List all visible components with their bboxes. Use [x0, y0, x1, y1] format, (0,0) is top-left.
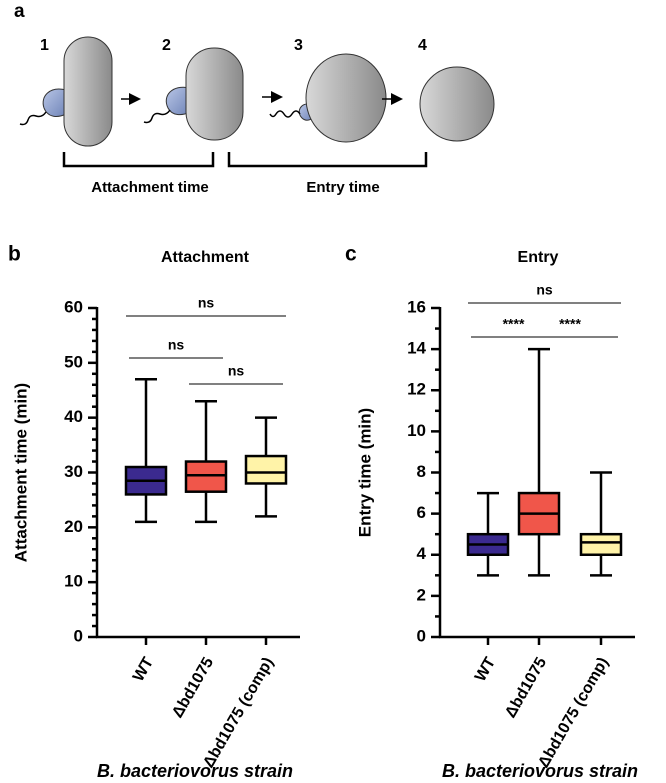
y-tick-label: 60	[64, 297, 83, 316]
significance-label: ns	[536, 282, 553, 298]
bracket	[227, 152, 428, 168]
box	[184, 460, 228, 493]
bdelloplast	[419, 66, 495, 142]
bracket	[62, 152, 215, 168]
y-tick-label: 2	[417, 585, 426, 604]
y-axis-label: Attachment time (min)	[11, 383, 30, 562]
y-tick-label: 4	[417, 544, 427, 563]
panel-label: a	[14, 1, 25, 22]
box	[579, 532, 623, 556]
significance-label: ****	[503, 316, 525, 332]
y-tick-label: 16	[407, 297, 426, 316]
x-tick-label: Δbd1075	[502, 655, 550, 721]
y-tick-label: 50	[64, 352, 83, 371]
bdellovibrio	[42, 88, 67, 117]
significance-label: ns	[198, 295, 215, 311]
x-tick-label: Δbd1075 (comp)	[535, 655, 612, 771]
x-tick-label: Δbd1075	[169, 655, 217, 721]
bdelloplast	[305, 53, 387, 143]
step-label: 3	[294, 37, 303, 54]
box-chart: c Entry Entry time (min) B. bacteriovorus s…	[345, 243, 638, 781]
y-tick-label: 10	[64, 572, 83, 591]
box-chart: b Attachment Attachment time (min) B. bacte…	[8, 243, 300, 781]
prey-cell	[63, 36, 113, 147]
chart-title: Entry	[518, 249, 559, 266]
x-tick-label: WT	[472, 654, 499, 684]
interval-label: Entry time	[306, 179, 379, 196]
y-tick-label: 0	[74, 626, 83, 645]
y-tick-label: 0	[417, 626, 426, 645]
panel-a: a 1 2 3 4 Attachment time Entry time	[14, 1, 495, 196]
bdellovibrio	[165, 86, 191, 116]
flagellum	[269, 110, 301, 118]
significance-label: ****	[559, 316, 581, 332]
y-tick-label: 8	[417, 462, 426, 481]
y-tick-label: 10	[407, 421, 426, 440]
significance-label: ns	[228, 363, 245, 379]
x-axis-label: B. bacteriovorus strain	[97, 761, 293, 781]
significance-label: ns	[168, 337, 185, 353]
y-tick-label: 14	[407, 339, 426, 358]
y-tick-label: 30	[64, 462, 83, 481]
y-tick-label: 20	[64, 517, 83, 536]
x-axis-label: B. bacteriovorus strain	[442, 761, 638, 781]
prey-cell	[185, 47, 244, 141]
box	[244, 454, 288, 485]
panel-label: b	[8, 243, 21, 266]
y-tick-label: 40	[64, 407, 83, 426]
chart-title: Attachment	[161, 249, 250, 266]
flagellum	[19, 111, 47, 126]
y-tick-label: 6	[417, 503, 426, 522]
panel-label: c	[345, 243, 357, 266]
flagellum	[143, 109, 171, 124]
step-label: 2	[162, 37, 171, 54]
y-tick-label: 12	[407, 380, 426, 399]
interval-label: Attachment time	[91, 179, 209, 196]
x-tick-label: WT	[130, 654, 157, 684]
step-label: 1	[40, 37, 49, 54]
step-label: 4	[418, 37, 427, 54]
y-axis-label: Entry time (min)	[355, 408, 374, 537]
